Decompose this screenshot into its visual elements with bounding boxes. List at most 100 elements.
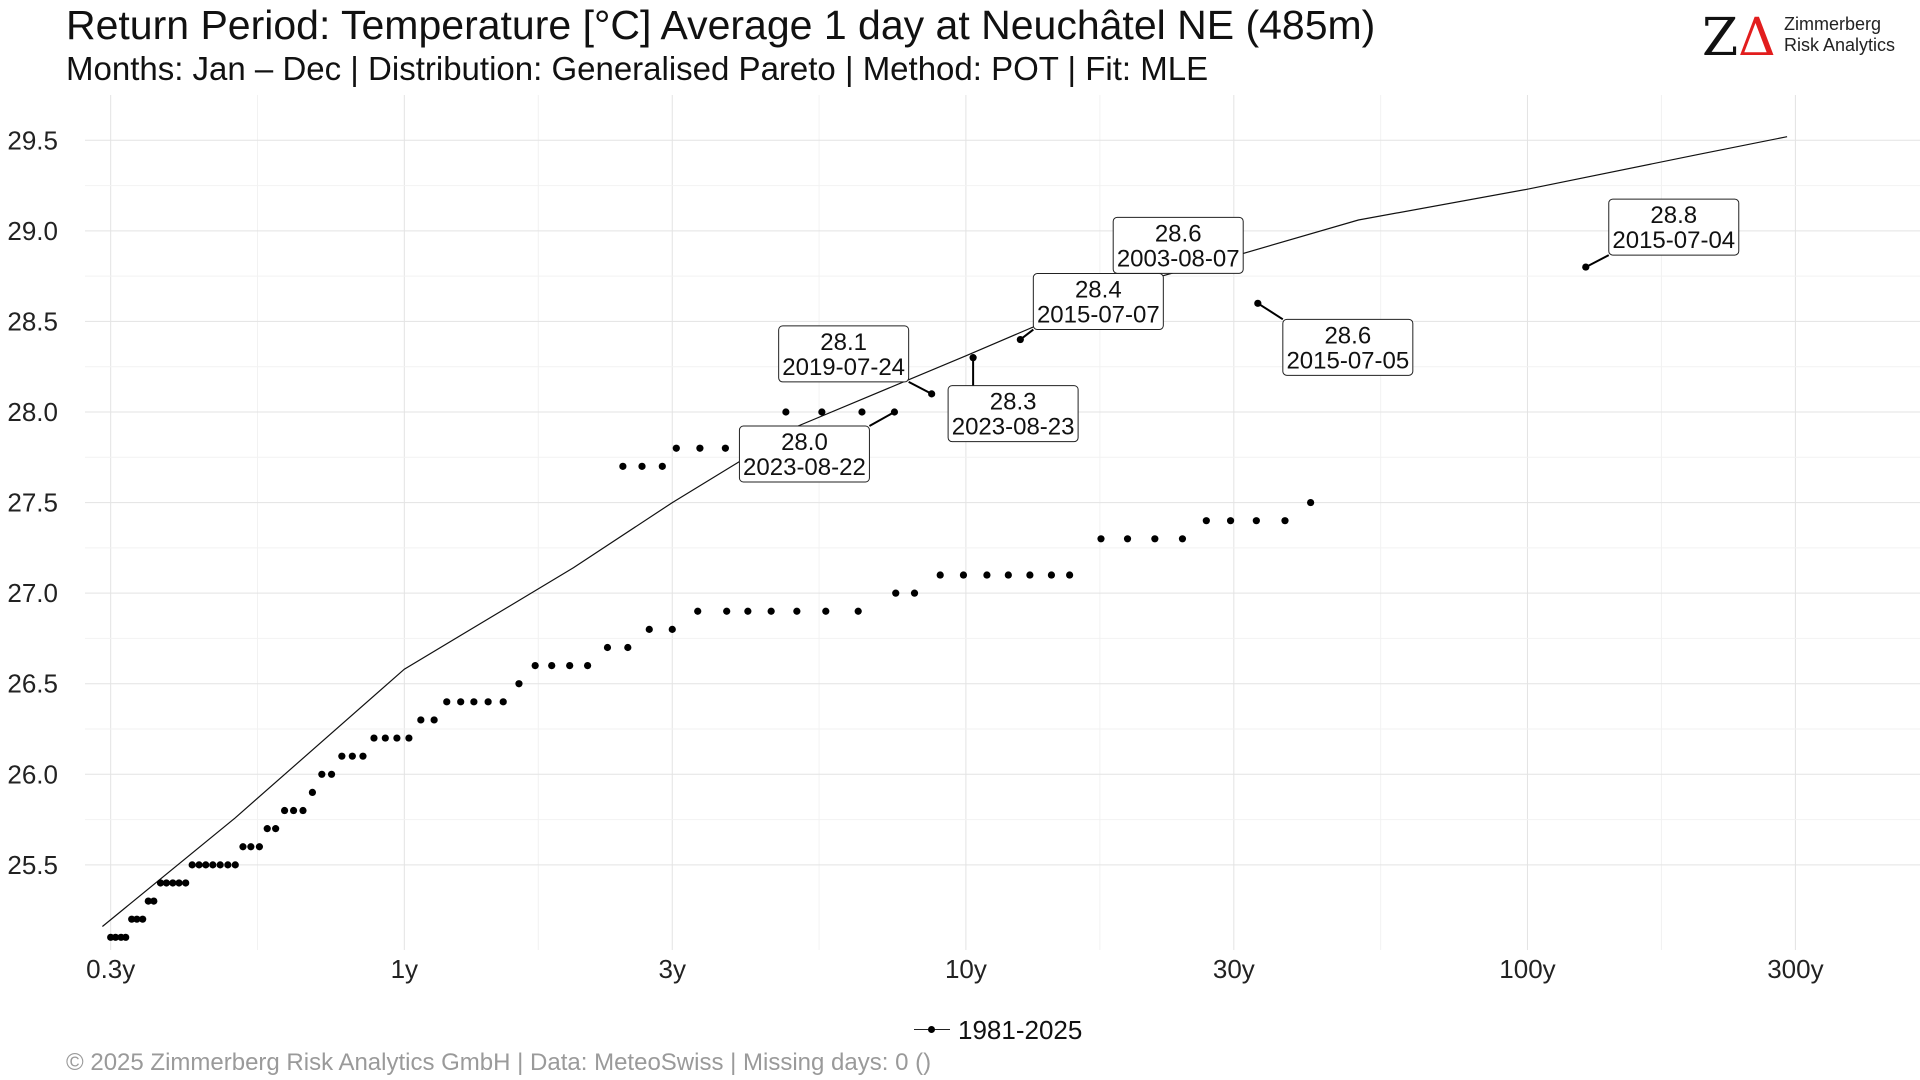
legend: 1981-2025	[910, 1015, 1082, 1045]
data-point	[1097, 535, 1105, 543]
logo-mark: ZΔ	[1702, 8, 1776, 68]
data-point	[892, 589, 900, 597]
data-point	[1202, 517, 1210, 525]
data-point	[484, 698, 492, 706]
data-point	[1178, 535, 1187, 543]
x-tick-label: 1y	[391, 954, 418, 984]
data-point	[603, 643, 612, 652]
data-point	[936, 571, 944, 579]
annotation-box	[1282, 318, 1414, 376]
data-point	[822, 607, 830, 615]
data-point	[668, 625, 676, 633]
data-point	[619, 462, 627, 470]
data-point	[983, 571, 991, 579]
data-point	[182, 879, 190, 887]
data-point	[122, 933, 130, 941]
logo-name: Zimmerberg Risk Analytics	[1784, 14, 1895, 56]
data-point	[531, 662, 539, 670]
data-point	[280, 806, 289, 815]
y-tick-label: 29.5	[7, 125, 58, 155]
y-tick-label: 26.0	[7, 759, 58, 789]
data-point	[1281, 517, 1289, 525]
data-point	[162, 879, 171, 887]
annotation-date: 2019-07-24	[782, 354, 905, 381]
data-point	[156, 879, 165, 887]
data-point	[348, 752, 356, 760]
company-logo: ZΔ Zimmerberg Risk Analytics	[1702, 8, 1912, 68]
data-point	[299, 806, 307, 815]
data-point	[188, 861, 196, 869]
y-tick-label: 28.0	[7, 397, 58, 427]
data-point	[370, 734, 378, 742]
data-point	[624, 643, 632, 652]
data-point	[417, 716, 425, 724]
data-point	[272, 825, 280, 833]
data-points	[107, 263, 1590, 941]
annotation-date: 2023-08-23	[952, 414, 1075, 441]
y-tick-label: 26.5	[7, 669, 58, 699]
y-tick-label: 27.0	[7, 578, 58, 608]
data-point	[239, 843, 247, 851]
data-point	[470, 698, 478, 706]
data-point	[782, 408, 790, 416]
data-point	[645, 625, 653, 633]
data-point	[381, 734, 389, 742]
annotation-box	[1112, 216, 1244, 274]
axis-labels: 0.3y 1y 3y 10y 30y 100y 300y 25.5 26.0 26.5 27.0 27…	[7, 125, 1823, 984]
y-tick-label: 27.5	[7, 488, 58, 518]
data-point	[499, 698, 507, 706]
chart-title: Return Period: Temperature [°C] Average …	[66, 2, 1376, 48]
fit-curve	[102, 136, 1788, 927]
annotation-box	[1032, 273, 1164, 331]
data-point	[793, 607, 801, 615]
data-point	[1047, 571, 1056, 579]
data-point	[195, 861, 203, 869]
annotation-leader	[1585, 254, 1610, 268]
data-point	[858, 408, 866, 416]
annotation-date: 2015-07-05	[1286, 347, 1409, 374]
return-period-chart: 0.3y 1y 3y 10y 30y 100y 300y 25.5 26.0 26.5 27.0 27…	[7, 95, 1920, 984]
data-point	[959, 571, 968, 579]
data-point	[638, 462, 646, 470]
data-point	[658, 462, 666, 470]
data-point	[1151, 535, 1159, 543]
data-point	[854, 607, 862, 615]
data-point	[910, 589, 919, 597]
annotation-value: 28.0	[781, 429, 828, 456]
data-point	[133, 915, 141, 923]
data-point	[405, 734, 413, 742]
annotation-box	[1608, 198, 1740, 256]
data-point	[224, 861, 232, 869]
legend-key	[910, 1015, 954, 1045]
logo-line-2: Risk Analytics	[1784, 35, 1896, 55]
annotation-value: 28.4	[1075, 277, 1122, 304]
x-tick-label: 100y	[1499, 954, 1555, 984]
x-tick-label: 0.3y	[86, 954, 135, 984]
data-point	[1026, 571, 1034, 579]
data-point	[457, 698, 465, 706]
data-point	[672, 444, 680, 452]
data-point	[1226, 517, 1235, 525]
annotation-date: 2015-07-07	[1037, 302, 1160, 329]
y-tick-label: 29.0	[7, 216, 58, 246]
data-point	[150, 897, 158, 905]
data-point	[308, 788, 317, 797]
annotation-leader	[1257, 302, 1284, 321]
y-tick-label: 28.5	[7, 306, 58, 336]
data-point	[721, 444, 729, 452]
x-tick-label: 3y	[659, 954, 686, 984]
data-point	[255, 843, 264, 851]
data-point	[1307, 498, 1315, 507]
annotation-value: 28.1	[820, 329, 867, 356]
data-point	[144, 897, 152, 905]
data-point	[566, 662, 574, 670]
data-point	[289, 806, 298, 815]
data-point	[696, 444, 704, 452]
footer-credits: © 2025 Zimmerberg Risk Analytics GmbH | …	[66, 1049, 932, 1076]
data-point	[338, 752, 346, 760]
